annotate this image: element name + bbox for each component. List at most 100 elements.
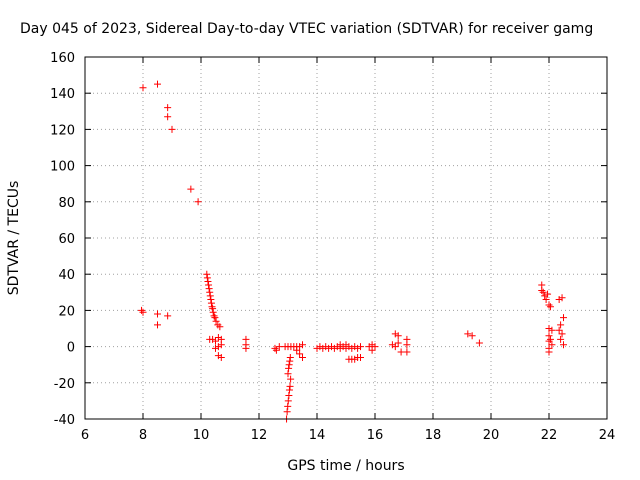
data-point [354, 344, 362, 352]
data-point [557, 321, 565, 329]
data-point [212, 317, 220, 325]
data-point [154, 321, 161, 329]
data-point [164, 104, 172, 112]
data-point [403, 348, 411, 356]
y-tick-label: 120 [50, 123, 75, 138]
data-point [209, 305, 217, 313]
data-point [272, 346, 280, 354]
data-point [206, 292, 214, 300]
data-point [207, 299, 215, 307]
data-point [210, 312, 218, 320]
data-point [299, 341, 306, 349]
data-point [217, 341, 225, 349]
data-point [293, 346, 301, 354]
data-point [168, 125, 176, 133]
data-point [548, 341, 556, 349]
data-point [555, 326, 563, 334]
data-point [557, 335, 565, 343]
data-point [212, 344, 219, 352]
data-point [394, 332, 402, 340]
data-point [203, 274, 211, 282]
y-axis: -40 -20 0 20 40 60 80 100 120 140 160 [50, 51, 607, 428]
grid-lines [85, 57, 607, 419]
y-tick-label: 0 [67, 341, 75, 356]
data-point [154, 80, 161, 88]
data-point [299, 353, 306, 361]
data-point [545, 301, 553, 309]
data-point [296, 343, 304, 351]
data-point [558, 294, 566, 302]
data-point [286, 357, 294, 365]
x-axis: 6 8 10 12 14 16 18 20 22 24 [81, 57, 615, 443]
x-tick-label: 16 [367, 428, 384, 443]
x-tick-label: 6 [81, 428, 89, 443]
data-point [546, 303, 554, 311]
data-point [284, 402, 292, 410]
data-point [214, 343, 222, 351]
data-point [164, 113, 172, 121]
data-point [187, 185, 195, 193]
data-point [541, 292, 549, 300]
data-point [286, 353, 294, 361]
data-point [205, 285, 213, 293]
data-point [283, 408, 291, 416]
data-point [394, 339, 402, 347]
data-point [209, 308, 217, 316]
x-axis-label: GPS time / hours [287, 458, 404, 474]
data-point [545, 337, 553, 345]
data-point [403, 341, 411, 349]
data-point [204, 277, 212, 285]
data-point [203, 270, 211, 278]
data-point [284, 370, 292, 378]
x-tick-label: 18 [425, 428, 442, 443]
y-tick-label: 160 [50, 51, 75, 66]
data-point [371, 343, 379, 351]
data-point [464, 330, 472, 338]
data-point [194, 198, 202, 206]
y-tick-label: 140 [50, 87, 75, 102]
data-point [208, 303, 216, 311]
data-point [214, 352, 222, 360]
y-tick-label: 60 [58, 232, 75, 247]
data-point [207, 296, 215, 304]
data-point [214, 334, 222, 342]
data-point [368, 346, 376, 354]
data-point [206, 288, 214, 296]
data-point [287, 375, 295, 383]
x-tick-label: 12 [251, 428, 268, 443]
data-point [154, 310, 161, 318]
data-point [468, 332, 476, 340]
data-point [211, 314, 219, 322]
data-point [212, 337, 219, 345]
data-point [475, 339, 483, 347]
data-point [351, 355, 359, 363]
data-point [538, 286, 546, 294]
data-point [342, 341, 350, 349]
data-series-gamg [138, 80, 567, 423]
data-point [545, 348, 553, 356]
data-point [555, 296, 563, 304]
data-point [139, 84, 147, 92]
data-point [357, 343, 364, 351]
data-point [216, 323, 224, 331]
data-point [388, 341, 396, 349]
y-axis-label: SDTVAR / TECUs [6, 181, 22, 296]
data-point [138, 306, 146, 314]
data-point [285, 391, 293, 399]
data-point [139, 308, 147, 316]
data-point [217, 353, 225, 361]
data-point [285, 361, 293, 369]
data-point [558, 330, 566, 338]
x-tick-label: 22 [541, 428, 558, 443]
data-point [560, 341, 567, 349]
data-point [284, 397, 292, 405]
data-point [542, 296, 550, 304]
data-point [271, 344, 279, 352]
data-point [286, 382, 294, 390]
data-point [545, 325, 553, 332]
y-tick-label: -40 [54, 413, 75, 428]
data-point [560, 314, 567, 322]
data-point [357, 353, 364, 361]
chart-title: Day 045 of 2023, Sidereal Day-to-day VTE… [20, 21, 593, 37]
